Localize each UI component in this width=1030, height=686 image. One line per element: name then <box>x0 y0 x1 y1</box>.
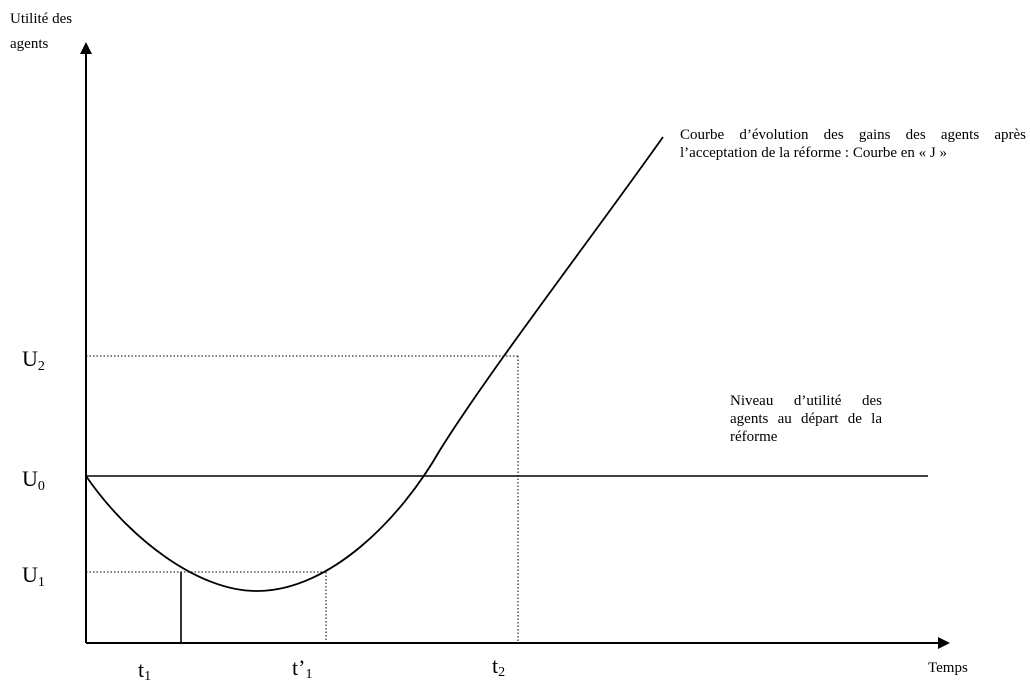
curve-annotation: Courbe d’évolution des gains des agents … <box>680 127 1026 161</box>
y-tick-u0: U0 <box>22 466 45 494</box>
j-curve <box>85 136 664 592</box>
x-tick-t1: t1 <box>138 657 151 684</box>
x-axis-title: Temps <box>928 660 968 676</box>
x-tick-t2: t2 <box>492 653 505 680</box>
y-axis-title-line2: agents <box>10 36 48 52</box>
initial-level-annotation: Niveau d’utilité des agents au départ de… <box>730 393 882 445</box>
y-tick-u2: U2 <box>22 346 45 374</box>
y-axis-title-line1: Utilité des <box>10 11 72 27</box>
x-tick-t-prime1: t’1 <box>292 655 312 682</box>
y-tick-u1: U1 <box>22 562 45 590</box>
